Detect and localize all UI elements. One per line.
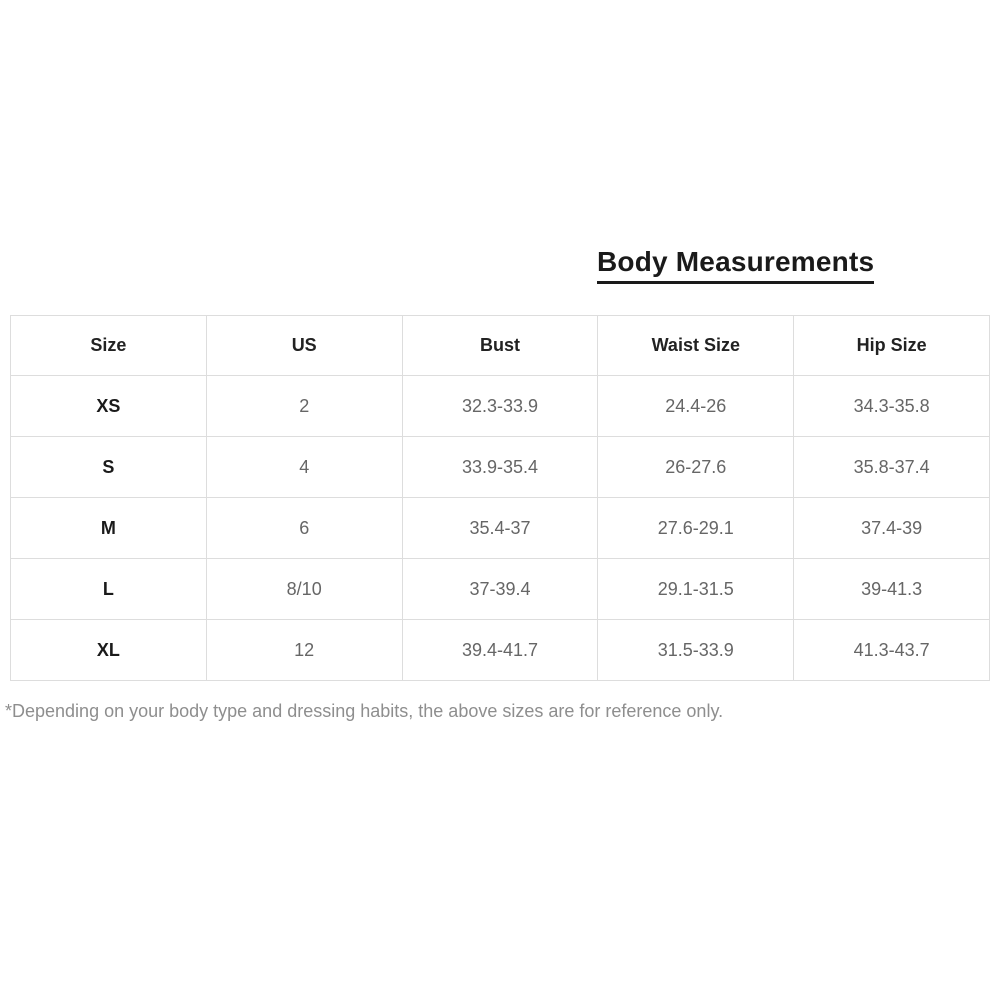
column-header-us: US	[205, 315, 403, 376]
header-row: Size US Bust Waist Size Hip Size	[10, 315, 990, 376]
column-header-size: Size	[10, 315, 207, 376]
table-cell: 27.6-29.1	[597, 497, 795, 559]
table-cell: 35.4-37	[401, 497, 599, 559]
cell-size-label: S	[10, 436, 207, 498]
table-cell: 31.5-33.9	[597, 619, 795, 681]
table-cell: 37.4-39	[793, 497, 990, 559]
table-row-m: M 6 35.4-37 27.6-29.1 37.4-39	[10, 497, 990, 559]
body-measurements-table: Size US Bust Waist Size Hip Size XS 2 32…	[10, 315, 990, 681]
column-header-waist: Waist Size	[597, 315, 795, 376]
table-cell: 8/10	[205, 558, 403, 620]
table-cell: 39.4-41.7	[401, 619, 599, 681]
table-cell: 24.4-26	[597, 375, 795, 437]
table-row-xl: XL 12 39.4-41.7 31.5-33.9 41.3-43.7	[10, 619, 990, 681]
column-header-bust: Bust	[401, 315, 599, 376]
cell-size-label: L	[10, 558, 207, 620]
cell-size-label: XL	[10, 619, 207, 681]
table-row-s: S 4 33.9-35.4 26-27.6 35.8-37.4	[10, 436, 990, 498]
table-cell: 12	[205, 619, 403, 681]
table-row-l: L 8/10 37-39.4 29.1-31.5 39-41.3	[10, 558, 990, 620]
footnote: *Depending on your body type and dressin…	[5, 701, 724, 721]
page-title: Body Measurements	[597, 246, 875, 284]
table-cell: 41.3-43.7	[793, 619, 990, 681]
table-cell: 32.3-33.9	[401, 375, 599, 437]
column-header-hip: Hip Size	[793, 315, 990, 376]
table-cell: 6	[205, 497, 403, 559]
cell-size-label: XS	[10, 375, 207, 437]
table-cell: 4	[205, 436, 403, 498]
cell-size-label: M	[10, 497, 207, 559]
table-cell: 35.8-37.4	[793, 436, 990, 498]
table-cell: 33.9-35.4	[401, 436, 599, 498]
table-cell: 26-27.6	[597, 436, 795, 498]
table-cell: 29.1-31.5	[597, 558, 795, 620]
table-cell: 34.3-35.8	[793, 375, 990, 437]
table-row-xs: XS 2 32.3-33.9 24.4-26 34.3-35.8	[10, 375, 990, 437]
table-cell: 39-41.3	[793, 558, 990, 620]
table-cell: 2	[205, 375, 403, 437]
table-cell: 37-39.4	[401, 558, 599, 620]
